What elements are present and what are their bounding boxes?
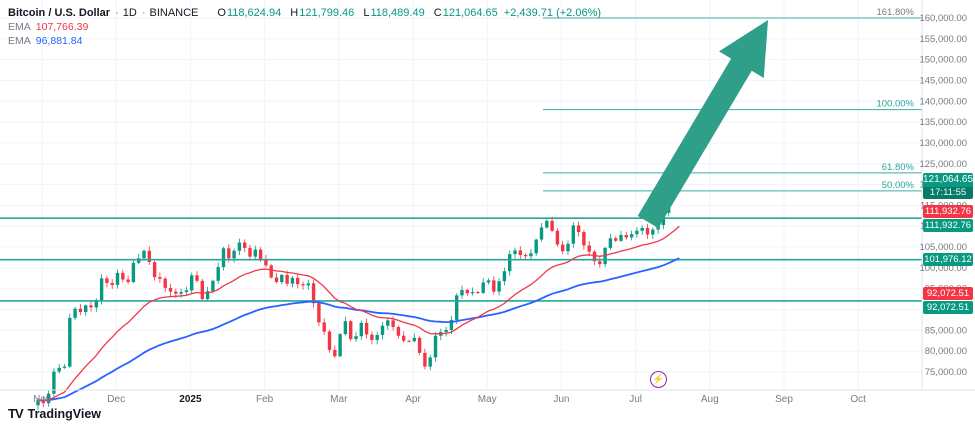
ema-label: EMA <box>8 21 31 33</box>
current-price-badge[interactable]: 121,064.65 17:11:55 <box>923 173 973 200</box>
svg-text:2025: 2025 <box>179 394 202 405</box>
svg-text:161.80%: 161.80% <box>876 7 914 18</box>
event-marker-icon[interactable]: ⚡ <box>650 371 667 388</box>
level-badge-101976-green[interactable]: 101,976.12 <box>923 253 973 267</box>
grid <box>0 0 922 390</box>
time-axis[interactable] <box>0 391 975 411</box>
ema-fast-value: 107,766.39 <box>35 21 89 33</box>
level-price: 92,072.51 <box>926 302 970 314</box>
low-value: 118,489.49 <box>370 6 425 19</box>
svg-text:135,000.00: 135,000.00 <box>919 117 967 128</box>
svg-text:Feb: Feb <box>256 394 274 405</box>
interval-label[interactable]: 1D <box>122 6 137 19</box>
current-price-value: 121,064.65 <box>923 173 973 188</box>
tradingview-logo-text: TradingView <box>27 406 102 421</box>
level-price: 101,976.12 <box>924 254 972 266</box>
tradingview-logo[interactable]: TV TradingView <box>8 406 101 421</box>
svg-text:100,000.00: 100,000.00 <box>919 263 967 274</box>
separator: · <box>141 6 146 19</box>
close-label: C <box>433 6 442 19</box>
level-badge-92072-red[interactable]: 92,072.51 <box>923 287 973 301</box>
svg-text:Jul: Jul <box>629 394 642 405</box>
up-arrow-annotation[interactable] <box>637 20 768 229</box>
svg-text:Sep: Sep <box>775 394 793 405</box>
time-axis-labels: Nov Dec 2025 Feb Mar Apr May Jun Jul Aug Sep Oct <box>33 394 866 405</box>
svg-text:61.80%: 61.80% <box>882 162 915 173</box>
fib-extension-tool[interactable]: 161.80% 100.00% 61.80% 50.00% <box>543 7 922 192</box>
ema-slow-value: 96,881.84 <box>35 35 83 47</box>
high-label: H <box>290 6 299 19</box>
svg-text:75,000.00: 75,000.00 <box>925 367 967 378</box>
candles-series[interactable] <box>36 175 681 410</box>
svg-text:Aug: Aug <box>701 394 719 405</box>
svg-text:160,000.00: 160,000.00 <box>919 13 967 24</box>
ohlc-values: O118,624.94 H121,799.46 L118,489.49 C121… <box>211 7 497 19</box>
tradingview-mark-icon: TV <box>8 406 24 421</box>
high-value: 121,799.46 <box>299 6 355 19</box>
symbol-row[interactable]: Bitcoin / U.S. Dollar · 1D · BINANCE O11… <box>8 5 601 20</box>
open-label: O <box>217 6 226 19</box>
change-value: +2,439.71 (+2.06%) <box>503 6 602 19</box>
level-badge-111932-red[interactable]: 111,932.76 <box>923 204 973 218</box>
indicator-ema-fast[interactable]: EMA 107,766.39 <box>8 20 601 34</box>
symbol-title[interactable]: Bitcoin / U.S. Dollar <box>8 6 111 19</box>
level-price: 111,932.76 <box>924 219 972 231</box>
svg-text:125,000.00: 125,000.00 <box>919 159 967 170</box>
close-value: 121,064.65 <box>442 6 498 19</box>
bar-close-countdown: 17:11:55 <box>923 187 973 200</box>
svg-text:140,000.00: 140,000.00 <box>919 96 967 107</box>
level-price: 92,072.51 <box>926 288 970 300</box>
svg-text:150,000.00: 150,000.00 <box>919 55 967 66</box>
svg-text:85,000.00: 85,000.00 <box>925 325 967 336</box>
level-price: 111,932.76 <box>924 205 972 217</box>
svg-text:Dec: Dec <box>107 394 125 405</box>
svg-text:50.00%: 50.00% <box>882 180 915 191</box>
svg-text:155,000.00: 155,000.00 <box>919 34 967 45</box>
svg-text:145,000.00: 145,000.00 <box>919 75 967 86</box>
level-badge-111932-green[interactable]: 111,932.76 <box>923 218 973 232</box>
low-label: L <box>363 6 370 19</box>
exchange-label[interactable]: BINANCE <box>149 6 199 19</box>
indicator-ema-slow[interactable]: EMA 96,881.84 <box>8 34 601 48</box>
level-badge-92072-green[interactable]: 92,072.51 <box>923 301 973 315</box>
svg-text:Oct: Oct <box>850 394 866 405</box>
svg-text:Nov: Nov <box>33 394 51 405</box>
svg-text:May: May <box>478 394 497 405</box>
svg-text:130,000.00: 130,000.00 <box>919 138 967 149</box>
svg-text:100.00%: 100.00% <box>876 99 914 110</box>
svg-text:80,000.00: 80,000.00 <box>925 346 967 357</box>
svg-text:Mar: Mar <box>330 394 348 405</box>
svg-text:Jun: Jun <box>553 394 569 405</box>
open-value: 118,624.94 <box>226 6 282 19</box>
ema-label: EMA <box>8 35 31 47</box>
symbol-legend: Bitcoin / U.S. Dollar · 1D · BINANCE O11… <box>8 5 601 48</box>
svg-text:105,000.00: 105,000.00 <box>919 242 967 253</box>
svg-text:Apr: Apr <box>405 394 421 405</box>
ema-fast-line[interactable] <box>37 225 680 402</box>
separator: · <box>115 6 119 19</box>
